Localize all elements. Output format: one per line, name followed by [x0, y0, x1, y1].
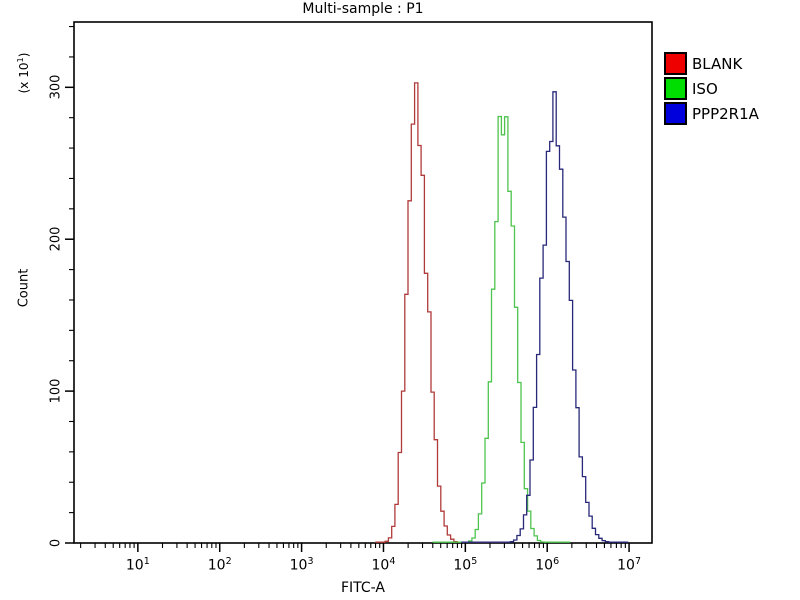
plot-frame — [73, 21, 653, 544]
chart-title: Multi-sample : P1 — [302, 1, 424, 17]
x-tick-label-10e6: 106 — [535, 556, 560, 574]
y-tick-label-100: 100 — [48, 378, 64, 404]
legend-row-blank: BLANK — [664, 51, 759, 76]
y-axis-title: Count — [16, 268, 32, 308]
legend-row-ppp2r1a: PPP2R1A — [664, 101, 759, 126]
legend-swatch-iso — [664, 77, 687, 100]
blank-curve — [375, 82, 507, 543]
y-tick-label-0: 0 — [48, 538, 64, 548]
x-tick-label-10e3: 103 — [289, 556, 314, 574]
y-axis-unit-label: (x 101) — [15, 52, 31, 94]
y-tick-label-200: 200 — [48, 226, 64, 252]
iso-curve — [432, 115, 571, 543]
y-tick-label-300: 300 — [48, 74, 64, 100]
x-axis-title: FITC-A — [340, 580, 386, 596]
legend-row-iso: ISO — [664, 76, 759, 101]
legend-swatch-ppp2r1a — [664, 102, 687, 125]
ppp2r1a-curve — [461, 91, 629, 543]
x-tick-label-10e2: 102 — [207, 556, 232, 574]
legend-swatch-blank — [664, 52, 687, 75]
x-tick-label-10e7: 107 — [617, 556, 642, 574]
legend-label-iso: ISO — [692, 79, 718, 98]
x-tick-label-10e5: 105 — [453, 556, 478, 574]
x-tick-label-10e1: 101 — [125, 556, 150, 574]
legend-label-ppp2r1a: PPP2R1A — [692, 104, 759, 123]
legend: BLANK ISO PPP2R1A — [664, 51, 759, 126]
x-tick-label-10e4: 104 — [371, 556, 396, 574]
legend-label-blank: BLANK — [692, 54, 743, 73]
